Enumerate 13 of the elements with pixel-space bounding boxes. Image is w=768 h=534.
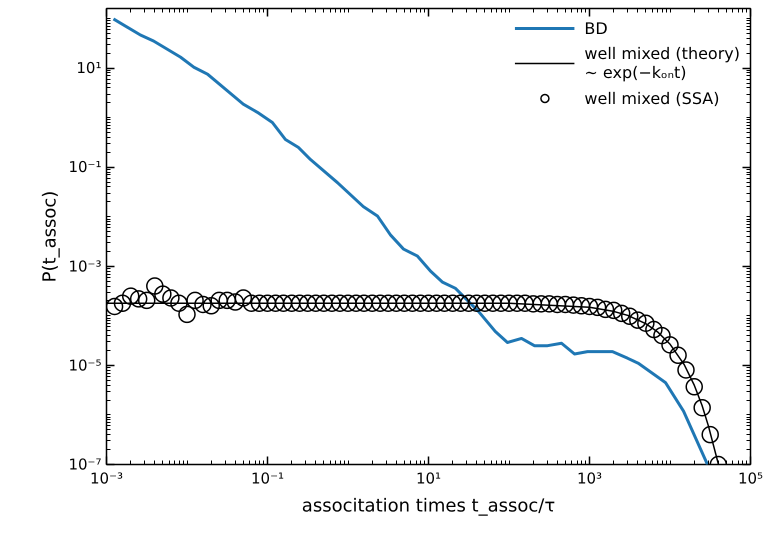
legend-label: well mixed (theory) ∼ exp(−kₒₙt)	[584, 44, 740, 82]
x-tick-label: 10³	[576, 470, 602, 488]
y-tick-label: 10⁻³	[68, 257, 102, 276]
legend-label: BD	[584, 18, 608, 38]
x-tick-label: 10¹	[416, 470, 442, 488]
y-tick-label: 10⁻¹	[68, 158, 102, 176]
y-tick-label: 10⁻⁵	[68, 356, 102, 374]
y-tick-label: 10¹	[76, 59, 102, 78]
x-axis-title: associtation times t_assoc/τ	[302, 496, 556, 516]
x-tick-label: 10⁵	[738, 470, 764, 488]
x-tick-label: 10⁻¹	[250, 470, 284, 488]
y-axis-title: P(t_assoc)	[39, 190, 60, 282]
legend-label: well mixed (SSA)	[584, 88, 720, 108]
